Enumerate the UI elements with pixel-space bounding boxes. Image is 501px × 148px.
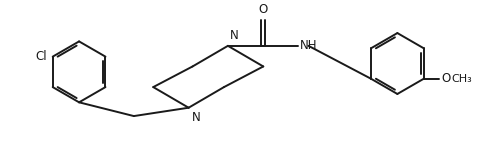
Text: CH₃: CH₃ [451,74,471,84]
Text: Cl: Cl [35,50,47,63]
Text: NH: NH [299,39,317,52]
Text: O: O [440,72,449,85]
Text: O: O [258,3,268,16]
Text: N: N [191,111,200,124]
Text: N: N [230,29,238,42]
